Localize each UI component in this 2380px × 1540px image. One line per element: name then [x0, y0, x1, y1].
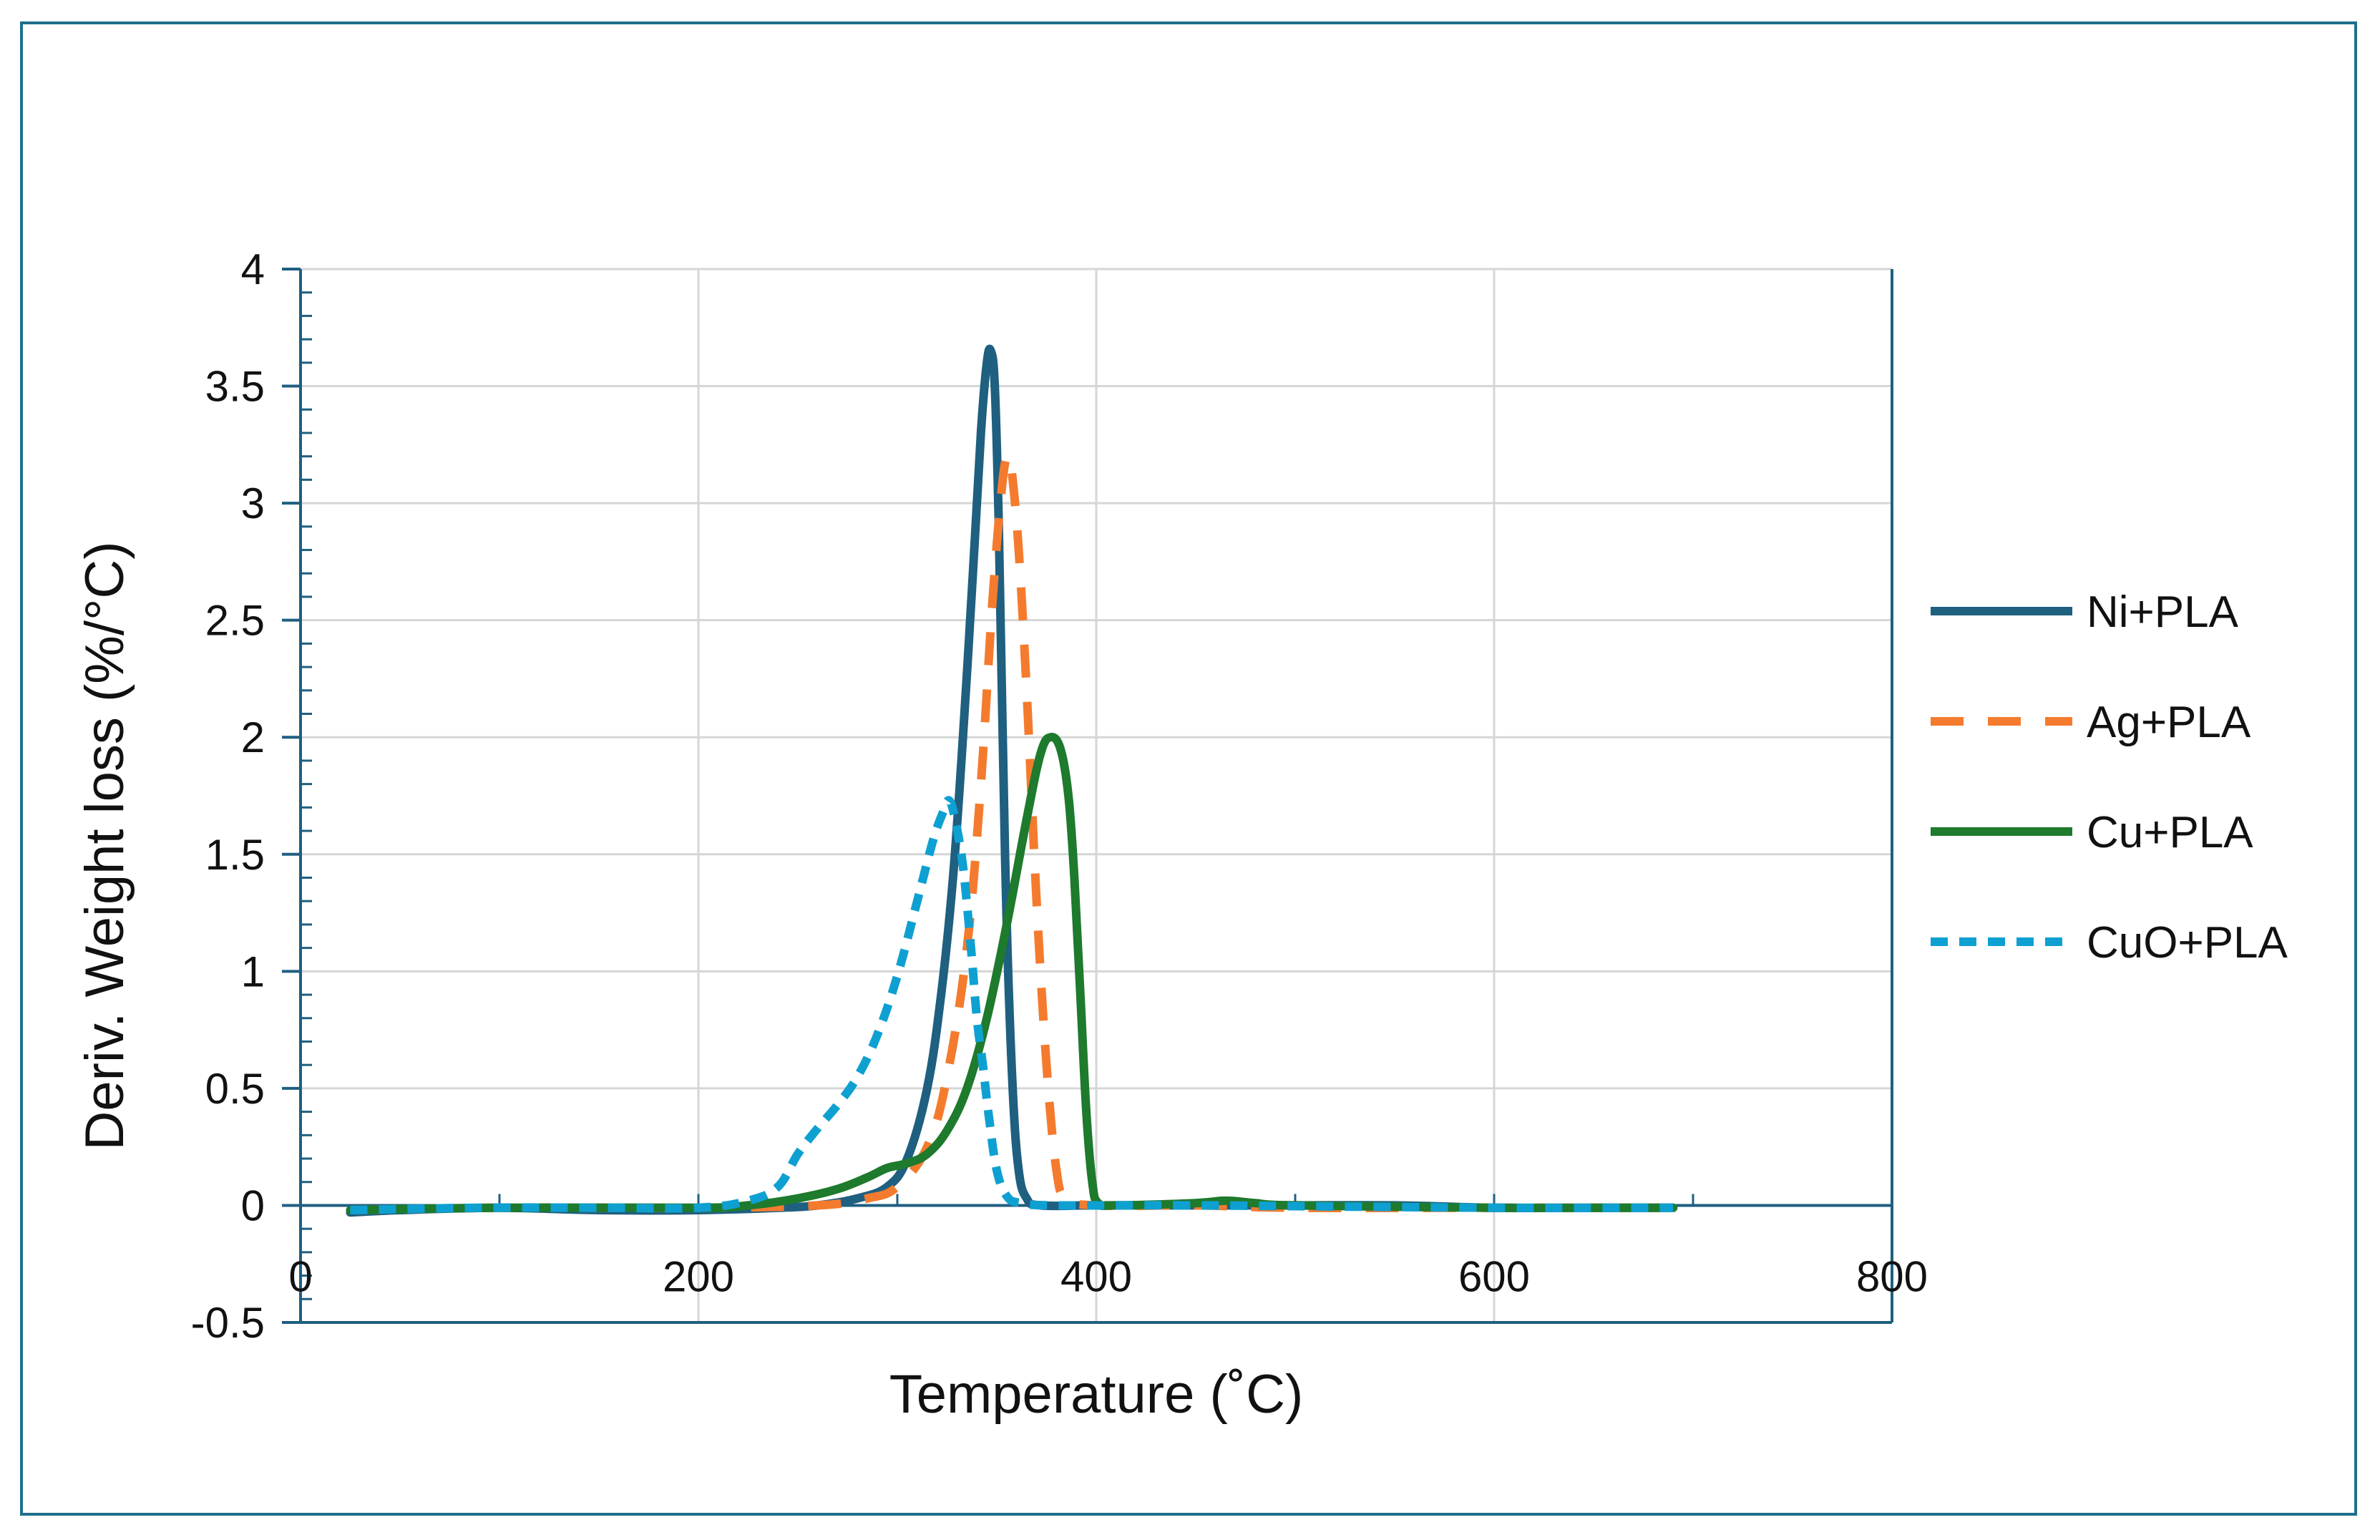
plot-series: [346, 344, 1678, 1217]
y-tick-label: 1: [241, 947, 265, 995]
y-tick-label: 3.5: [205, 363, 265, 411]
legend: Ni+PLA Ag+PLA Cu+PLA CuO+PLA: [1931, 588, 2288, 968]
y-tick-label: 2: [241, 713, 265, 761]
x-axis-title: Temperature (˚C): [889, 1364, 1304, 1425]
y-tick-label: 3: [241, 479, 265, 527]
y-tick-label: 0: [241, 1181, 265, 1229]
series-line-cu-pla: [346, 733, 1678, 1214]
y-tick-label: 2.5: [205, 597, 265, 645]
x-tick-label: 800: [1856, 1252, 1928, 1300]
y-axis-title: Deriv. Weight loss (%/°C): [74, 541, 135, 1150]
y-tick-label: 4: [241, 245, 265, 293]
chart: -0.5 0 0.5 1 1.5 2 2.5 3 3.5 4 0 200 400 600 800 Tempe…: [74, 245, 2288, 1425]
gridlines: [299, 268, 1893, 1324]
y-tick-label: -0.5: [191, 1299, 265, 1347]
y-tick-label: 1.5: [205, 831, 265, 879]
legend-label: Ag+PLA: [2087, 698, 2251, 747]
x-tick-label: 400: [1060, 1252, 1132, 1300]
legend-label: Ni+PLA: [2087, 588, 2239, 637]
legend-label: CuO+PLA: [2087, 918, 2288, 968]
legend-label: Cu+PLA: [2087, 808, 2253, 857]
y-tick-label: 0.5: [205, 1065, 265, 1113]
figure-frame: -0.5 0 0.5 1 1.5 2 2.5 3 3.5 4 0 200 400 600 800 Tempe…: [20, 21, 2357, 1516]
tick-labels: -0.5 0 0.5 1 1.5 2 2.5 3 3.5 4 0 200 400 600 800: [191, 245, 1928, 1347]
x-tick-label: 0: [288, 1252, 312, 1300]
x-tick-label: 600: [1458, 1252, 1530, 1300]
x-tick-label: 200: [663, 1252, 734, 1300]
